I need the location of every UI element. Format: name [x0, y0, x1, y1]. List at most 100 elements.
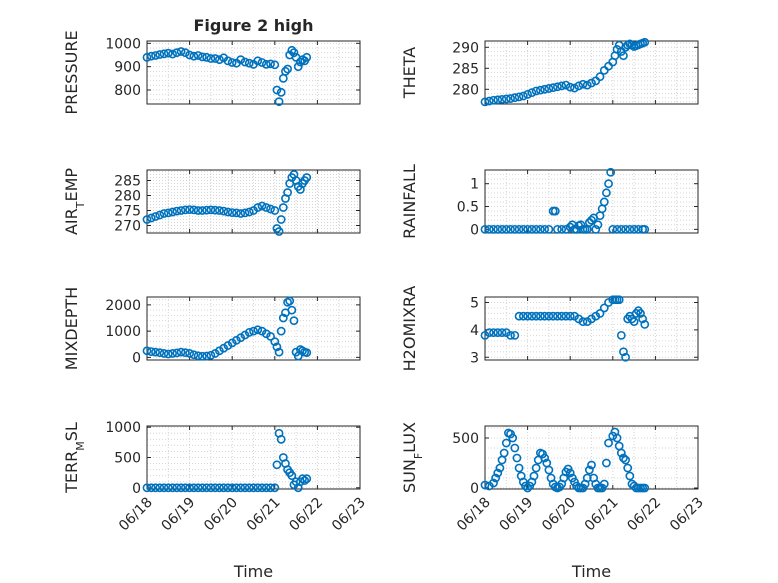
grid-lines	[485, 41, 698, 104]
data-point	[210, 54, 220, 63]
data-point	[151, 483, 160, 493]
data-point	[602, 458, 611, 468]
data-point	[146, 51, 156, 61]
data-point	[535, 85, 545, 95]
y-axis-label: RAINFALL	[400, 164, 419, 239]
data-point	[557, 81, 567, 91]
y-tick-label: 270	[114, 219, 141, 235]
subplot-pressure: 800 900 1000 PRESSURE Figure 2 high	[62, 16, 361, 115]
data-point	[236, 55, 246, 65]
data-point	[604, 438, 613, 448]
data-point	[253, 483, 263, 493]
data-point	[142, 52, 152, 62]
data-point	[159, 349, 169, 358]
data-point	[287, 471, 297, 481]
data-point	[508, 433, 518, 443]
y-tick-label: 0.5	[457, 200, 479, 216]
data-point	[640, 37, 650, 47]
data-point	[561, 80, 571, 90]
data-point	[501, 224, 511, 234]
data-point	[189, 205, 199, 215]
x-tick-label: 06/19	[159, 495, 199, 535]
y-tick-label: 500	[114, 451, 141, 467]
data-point	[172, 483, 182, 493]
data-point	[619, 51, 628, 61]
grid-lines	[147, 426, 360, 489]
data-point	[193, 51, 203, 60]
data-point	[172, 206, 182, 216]
data-point	[227, 483, 237, 493]
data-point	[531, 86, 541, 96]
data-point	[197, 206, 207, 215]
data-point	[168, 349, 177, 358]
data-point	[302, 173, 312, 182]
data-point	[619, 347, 628, 357]
data-point	[236, 209, 246, 218]
data-point	[489, 95, 498, 105]
data-point	[197, 52, 207, 62]
data-point	[202, 351, 212, 361]
data-point	[287, 45, 297, 55]
data-point	[621, 224, 630, 234]
data-point	[574, 81, 584, 91]
series-markers	[480, 167, 650, 234]
data-point	[142, 483, 152, 493]
data-point	[612, 224, 622, 234]
data-point	[151, 347, 160, 357]
data-point	[276, 326, 286, 336]
data-point	[146, 483, 156, 493]
data-point	[266, 204, 275, 214]
data-point	[544, 84, 554, 93]
y-tick-label: 1	[470, 177, 479, 193]
data-point	[544, 465, 554, 475]
data-point	[155, 50, 165, 59]
data-point	[202, 483, 212, 493]
y-axis-label: SUNFLUX	[400, 422, 425, 493]
data-point	[587, 215, 596, 225]
series-markers	[142, 170, 312, 236]
data-point	[232, 483, 241, 493]
data-point	[223, 56, 233, 66]
data-point	[612, 45, 622, 54]
data-point	[142, 215, 152, 224]
data-point	[270, 337, 280, 347]
data-point	[163, 483, 173, 493]
data-point	[270, 60, 280, 70]
data-point	[142, 346, 152, 356]
data-point	[506, 94, 515, 103]
data-point	[523, 311, 532, 321]
data-point	[249, 326, 258, 336]
data-point	[599, 197, 609, 207]
y-axis-label: THETA	[400, 47, 419, 99]
y-tick-label: 5	[470, 295, 479, 311]
data-point	[244, 483, 254, 493]
data-point	[640, 319, 650, 329]
data-point	[550, 206, 560, 216]
data-point	[300, 476, 310, 485]
data-point	[302, 52, 312, 62]
data-point	[206, 205, 216, 215]
data-point	[261, 483, 271, 493]
series-markers	[480, 37, 650, 107]
data-point	[240, 57, 250, 67]
data-point	[523, 483, 532, 493]
data-point	[172, 48, 182, 58]
data-point	[180, 205, 190, 215]
chart-title: Figure 2 high	[194, 16, 314, 35]
grid-lines	[147, 41, 360, 104]
data-point	[501, 94, 511, 104]
series-markers	[480, 295, 650, 362]
data-point	[180, 348, 190, 358]
data-point	[272, 85, 282, 95]
y-tick-label: 285	[452, 61, 479, 77]
data-point	[557, 311, 567, 321]
data-point	[548, 311, 558, 321]
data-point	[565, 311, 575, 321]
y-axis-label: H2OMIXRA	[400, 286, 419, 372]
data-point	[244, 328, 254, 337]
grid-lines	[147, 170, 360, 233]
data-point	[582, 473, 592, 483]
data-point	[599, 303, 609, 313]
data-point	[278, 203, 288, 212]
data-point	[257, 483, 267, 493]
